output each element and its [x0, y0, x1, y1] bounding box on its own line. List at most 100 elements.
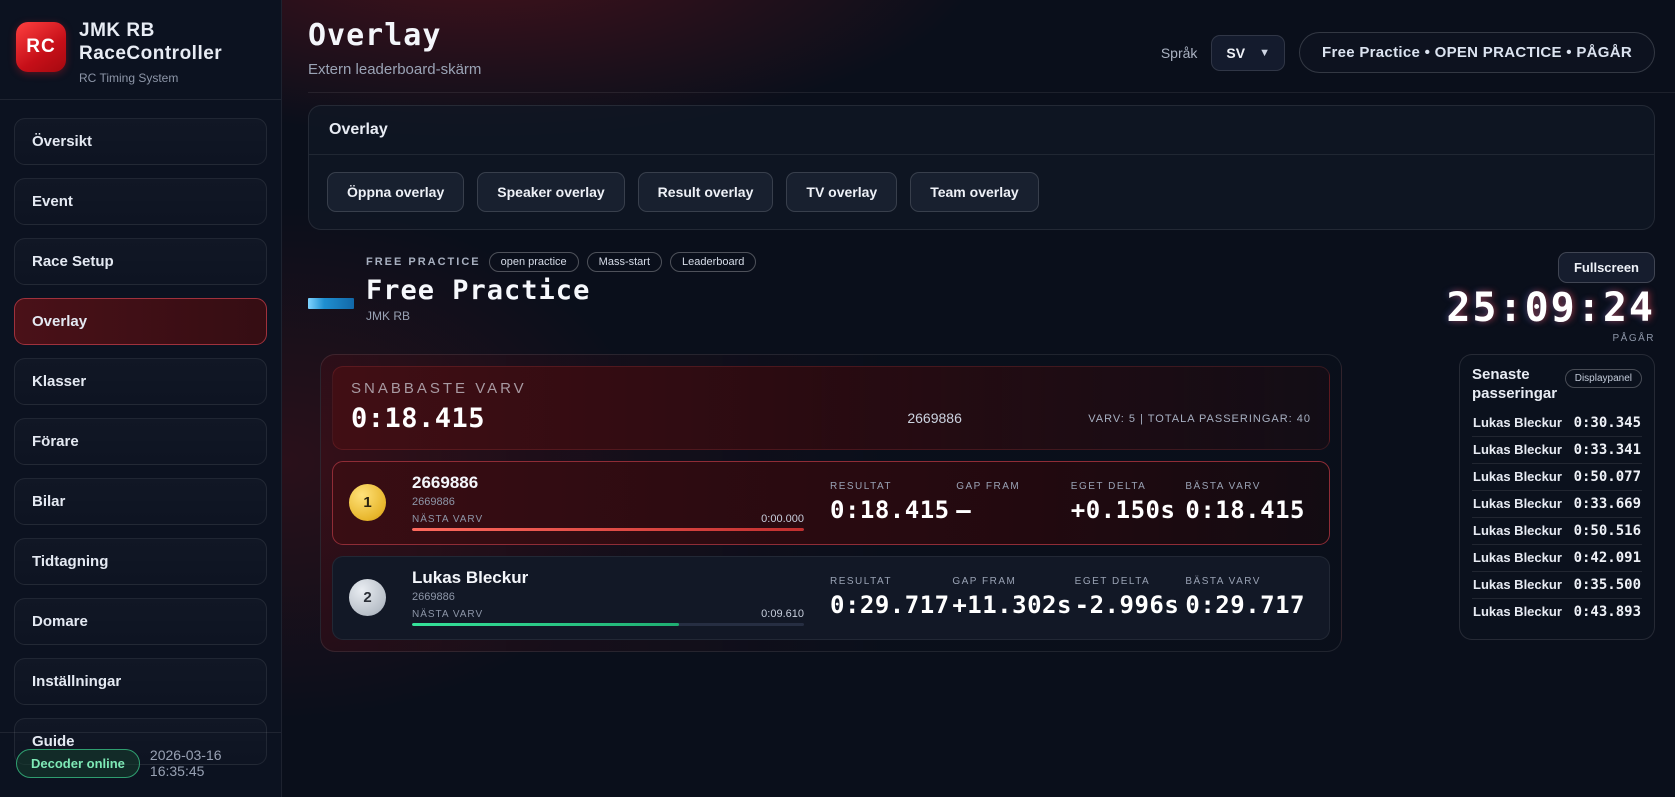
next-lap-row: NÄSTA VARV 0:09.610	[412, 608, 804, 620]
gap-stat: GAP FRAM +11.302s	[952, 576, 1072, 619]
sidebar-item-inst-llningar[interactable]: Inställningar	[14, 657, 267, 705]
result-stat: RESULTAT 0:18.415	[830, 481, 950, 524]
sidebar-item-versikt[interactable]: Översikt	[14, 117, 267, 165]
fastest-lap-panel: SNABBASTE VARV 0:18.415 2669886 VARV: 5 …	[332, 366, 1330, 450]
result-stat-label: RESULTAT	[830, 480, 893, 492]
session-timer-status: PÅGÅR	[1612, 333, 1655, 344]
gap-stat-value: –	[956, 495, 972, 524]
next-lap-time: 0:00.000	[761, 513, 804, 525]
passing-row: Lukas Bleckur 0:42.091	[1472, 545, 1642, 572]
speaker-overlay-button[interactable]: Speaker overlay	[477, 172, 625, 212]
overlay-card-title: Overlay	[309, 106, 1654, 155]
overlay-card: Overlay Öppna overlay Speaker overlay Resu…	[308, 105, 1655, 230]
decoder-status-badge: Decoder online	[16, 748, 140, 778]
leaderboard-row: 2 Lukas Bleckur 2669886 NÄSTA VARV 0:09.610 R…	[332, 556, 1330, 640]
row-stats: RESULTAT 0:29.717 GAP FRAM +11.302s EGET DEL…	[830, 576, 1313, 619]
driver-info: 2669886 2669886 NÄSTA VARV 0:00.000	[412, 473, 804, 531]
team-overlay-button[interactable]: Team overlay	[910, 172, 1039, 212]
tv-overlay-button[interactable]: TV overlay	[786, 172, 898, 212]
session-eyebrow: FREE PRACTICE	[366, 256, 481, 268]
passings-rows: Lukas Bleckur 0:30.345 Lukas Bleckur 0:33.3…	[1472, 410, 1642, 625]
next-lap-label: NÄSTA VARV	[412, 514, 484, 525]
best-lap-stat-value: 0:29.717	[1185, 590, 1305, 619]
next-lap-time: 0:09.610	[761, 608, 804, 620]
sidebar-item-overlay[interactable]: Overlay	[14, 297, 267, 345]
page-header-text: Overlay Extern leaderboard-skärm	[308, 18, 481, 78]
position-badge: 1	[349, 483, 386, 521]
event-logo	[308, 297, 354, 309]
ppna-overlay-button[interactable]: Öppna overlay	[327, 172, 465, 212]
sidebar-menu: Översikt Event Race Setup Overlay Klasser För…	[0, 100, 281, 765]
delta-stat: EGET DELTA +0.150s	[1071, 481, 1179, 524]
passings-panel: Senaste passeringar Displaypanel Lukas B…	[1459, 354, 1655, 640]
result-stat: RESULTAT 0:29.717	[830, 576, 950, 619]
session-eyebrow-row: FREE PRACTICE open practice Mass-start Lea…	[366, 252, 757, 272]
passing-row: Lukas Bleckur 0:33.669	[1472, 491, 1642, 518]
passing-driver-name: Lukas Bleckur	[1473, 604, 1562, 619]
session-badge-mass-start: Mass-start	[586, 252, 663, 272]
position-badge: 2	[349, 578, 386, 616]
header-divider	[308, 92, 1675, 93]
sidebar-item-tidtagning[interactable]: Tidtagning	[14, 537, 267, 585]
leaderboard-row: 1 2669886 2669886 NÄSTA VARV 0:00.000 RESULTA…	[332, 461, 1330, 545]
fastest-lap-holder: 2669886	[907, 410, 962, 426]
brand-text: JMK RB RaceController RC Timing System	[79, 20, 239, 85]
delta-stat-label: EGET DELTA	[1070, 480, 1147, 492]
passing-row: Lukas Bleckur 0:33.341	[1472, 437, 1642, 464]
language-label: Språk	[1160, 44, 1198, 61]
content-row: SNABBASTE VARV 0:18.415 2669886 VARV: 5 …	[308, 354, 1655, 652]
session-timer-block: Fullscreen 25:09:24 PÅGÅR	[1446, 252, 1655, 344]
delta-stat-value: +0.150s	[1070, 495, 1176, 524]
session-title: Free Practice	[366, 275, 591, 306]
app-title: JMK RB RaceController	[79, 20, 223, 64]
session-status-badge: Free Practice • OPEN PRACTICE • PÅGÅR	[1298, 32, 1655, 73]
session-badge-leaderboard: Leaderboard	[670, 252, 757, 272]
gap-stat-value: +11.302s	[952, 590, 1072, 619]
result-stat-value: 0:18.415	[830, 495, 950, 524]
sidebar-item-domare[interactable]: Domare	[14, 597, 267, 645]
leaderboard: SNABBASTE VARV 0:18.415 2669886 VARV: 5 …	[320, 354, 1342, 652]
passing-time: 0:33.341	[1573, 441, 1641, 458]
leaderboard-rows: 1 2669886 2669886 NÄSTA VARV 0:00.000 RESULTA…	[332, 461, 1330, 640]
passing-driver-name: Lukas Bleckur	[1473, 550, 1562, 565]
sidebar-item-race-setup[interactable]: Race Setup	[14, 237, 267, 285]
passing-time: 0:33.669	[1573, 495, 1641, 512]
result-overlay-button[interactable]: Result overlay	[637, 172, 774, 212]
overlay-buttons: Öppna overlay Speaker overlay Result overl…	[309, 155, 1654, 229]
result-stat-label: RESULTAT	[830, 575, 893, 587]
next-lap-progress	[412, 528, 804, 531]
fastest-lap-time: 0:18.415	[351, 403, 486, 434]
passing-driver-name: Lukas Bleckur	[1473, 523, 1562, 538]
passing-driver-name: Lukas Bleckur	[1473, 577, 1562, 592]
page-header: Overlay Extern leaderboard-skärm Språk S…	[308, 18, 1655, 78]
next-lap-label: NÄSTA VARV	[412, 609, 484, 620]
passing-driver-name: Lukas Bleckur	[1473, 469, 1562, 484]
best-lap-stat-label: BÄSTA VARV	[1185, 480, 1261, 492]
system-timestamp: 2026-03-16 16:35:45	[149, 747, 222, 779]
passing-driver-name: Lukas Bleckur	[1473, 496, 1562, 511]
sidebar-item-f-rare[interactable]: Förare	[14, 417, 267, 465]
fastest-lap-stats: VARV: 5 | TOTALA PASSERINGAR: 40	[1088, 413, 1311, 425]
sidebar-item-event[interactable]: Event	[14, 177, 267, 225]
app-subtitle: RC Timing System	[79, 70, 179, 85]
fullscreen-button[interactable]: Fullscreen	[1557, 252, 1655, 283]
session-badge-open-practice: open practice	[488, 252, 579, 272]
passing-row: Lukas Bleckur 0:50.516	[1472, 518, 1642, 545]
app-logo: RC	[16, 22, 66, 72]
language-select[interactable]: SV ▼	[1211, 34, 1285, 71]
delta-stat: EGET DELTA -2.996s	[1075, 576, 1183, 619]
session-timer: 25:09:24	[1446, 285, 1655, 331]
passings-title: Senaste passeringar	[1472, 366, 1558, 402]
next-lap-progress	[412, 623, 804, 626]
driver-transponder: 2669886	[412, 591, 455, 603]
best-lap-stat-label: BÄSTA VARV	[1185, 575, 1261, 587]
sidebar-item-bilar[interactable]: Bilar	[14, 477, 267, 525]
best-lap-stat-value: 0:18.415	[1185, 495, 1305, 524]
gap-stat-label: GAP FRAM	[956, 480, 1021, 492]
session-text: FREE PRACTICE open practice Mass-start Lea…	[366, 252, 757, 344]
sidebar-item-klasser[interactable]: Klasser	[14, 357, 267, 405]
driver-name: Lukas Bleckur	[412, 568, 529, 587]
header-controls: Språk SV ▼ Free Practice • OPEN PRACTICE…	[1161, 32, 1655, 73]
language-value: SV	[1226, 44, 1246, 61]
sidebar: RC JMK RB RaceController RC Timing Syste…	[0, 0, 282, 797]
